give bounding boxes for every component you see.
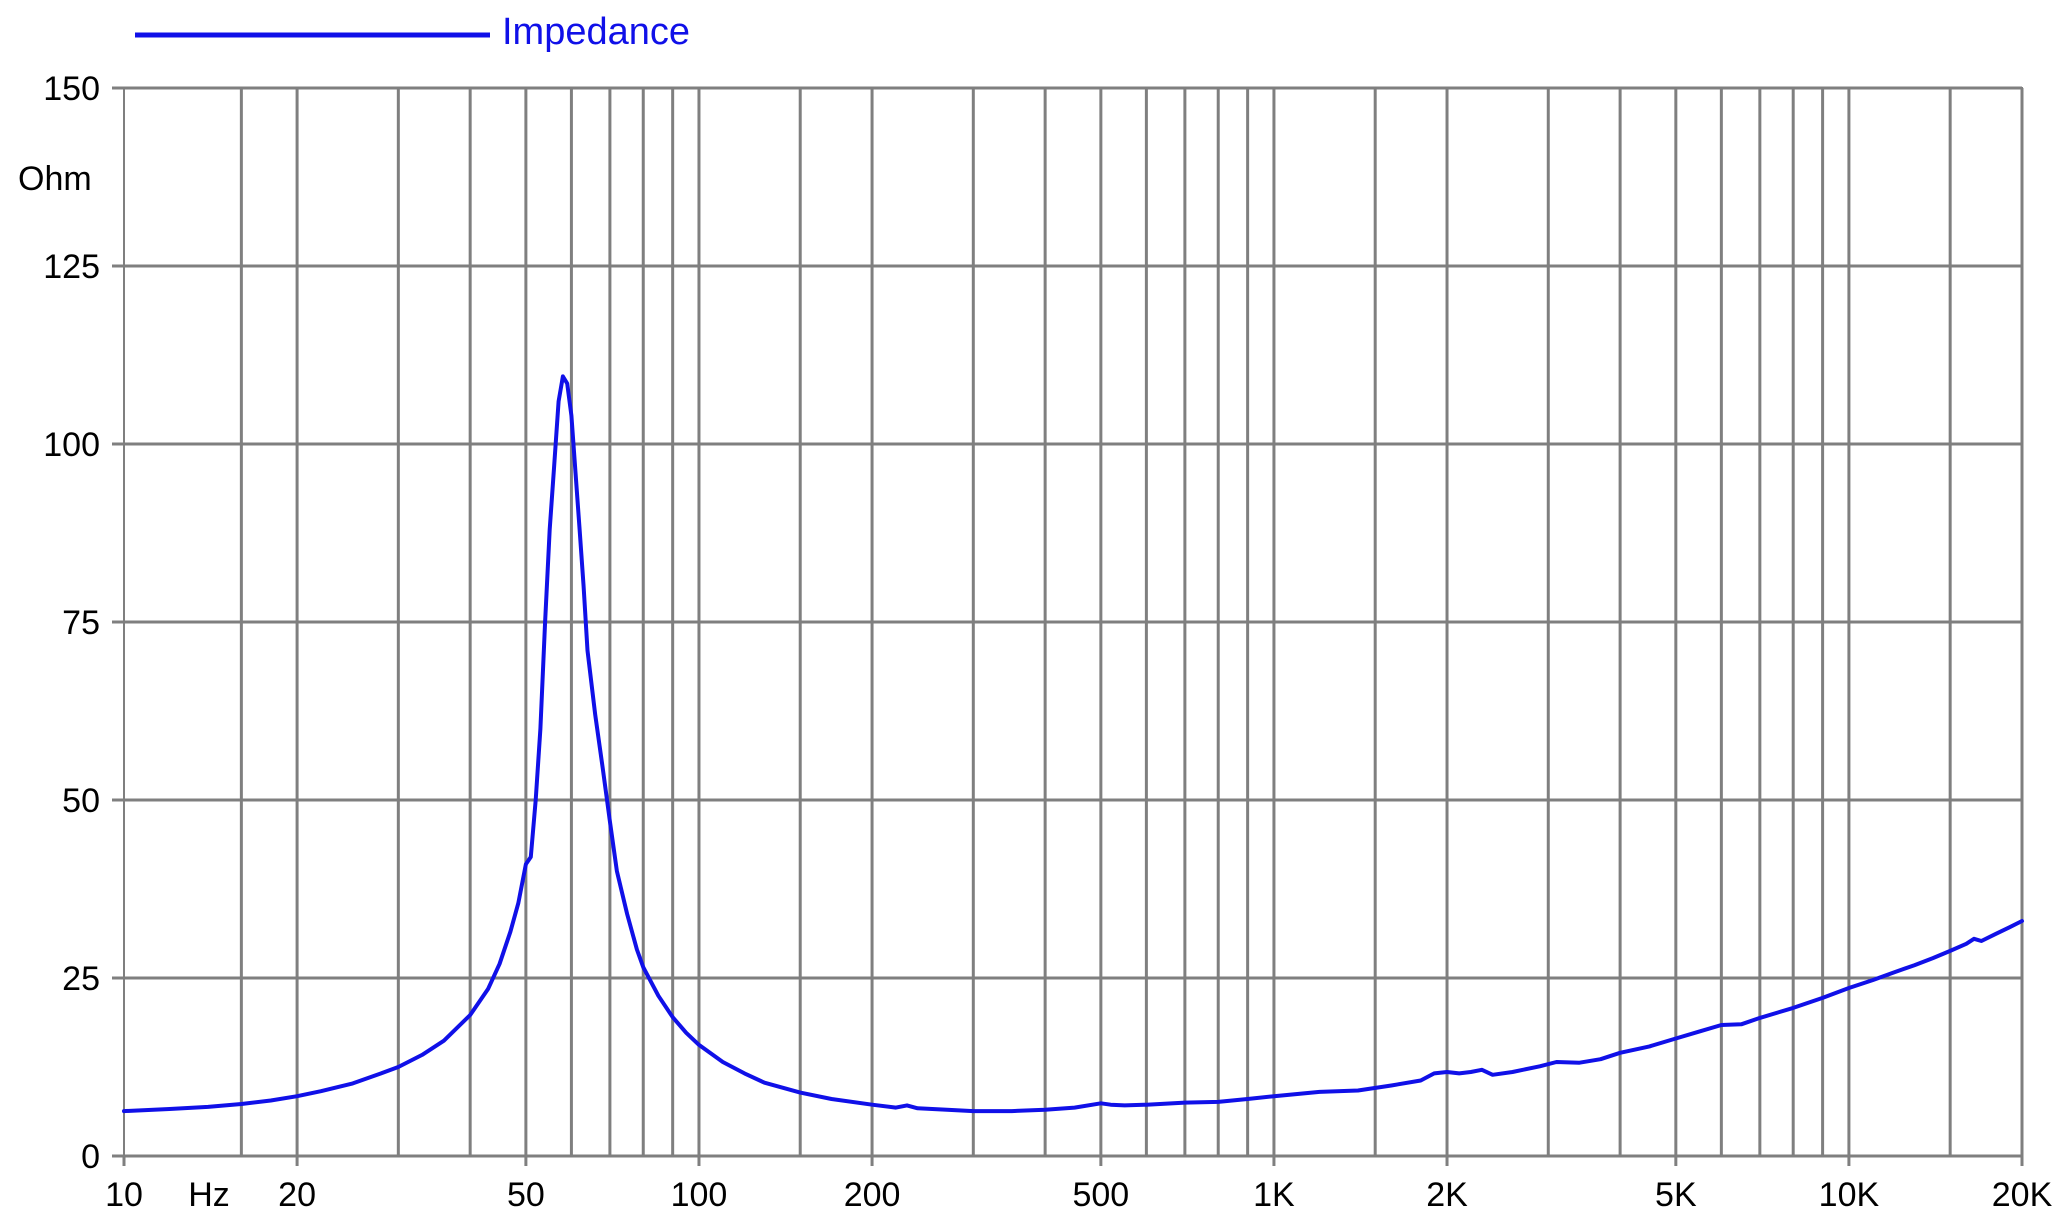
x-axis-label: Hz <box>188 1176 230 1214</box>
x-tick-label: 2K <box>1426 1176 1468 1214</box>
y-tick-label: 25 <box>62 960 100 998</box>
x-tick-label: 20K <box>1992 1176 2053 1214</box>
legend-label-impedance: Impedance <box>502 11 690 53</box>
x-tick-label: 5K <box>1655 1176 1697 1214</box>
y-tick-label: 100 <box>43 426 100 464</box>
y-tick-label: 50 <box>62 782 100 820</box>
y-tick-label: 0 <box>81 1138 100 1176</box>
y-tick-label: 150 <box>43 70 100 108</box>
legend: Impedance <box>135 11 690 53</box>
series-line-impedance <box>122 374 2024 1114</box>
x-tick-label: 50 <box>507 1176 545 1214</box>
x-tick-label: 200 <box>844 1176 901 1214</box>
x-tick-label: 500 <box>1072 1176 1129 1214</box>
y-tick-label: 125 <box>43 248 100 286</box>
x-tick-label: 10 <box>105 1176 143 1214</box>
plot-frame <box>123 87 2023 1157</box>
x-tick-label: 1K <box>1253 1176 1295 1214</box>
y-axis-label: Ohm <box>18 160 92 198</box>
grid <box>112 86 2024 1166</box>
x-tick-label: 100 <box>671 1176 728 1214</box>
x-tick-label: 10K <box>1819 1176 1880 1214</box>
y-tick-labels: 0 25 50 75 100 125 150 <box>43 70 100 1176</box>
y-tick-label: 75 <box>62 604 100 642</box>
x-tick-labels: 10 20 50 100 200 500 1K 2K 5K 10K 20K <box>105 1176 2052 1214</box>
x-tick-label: 20 <box>278 1176 316 1214</box>
